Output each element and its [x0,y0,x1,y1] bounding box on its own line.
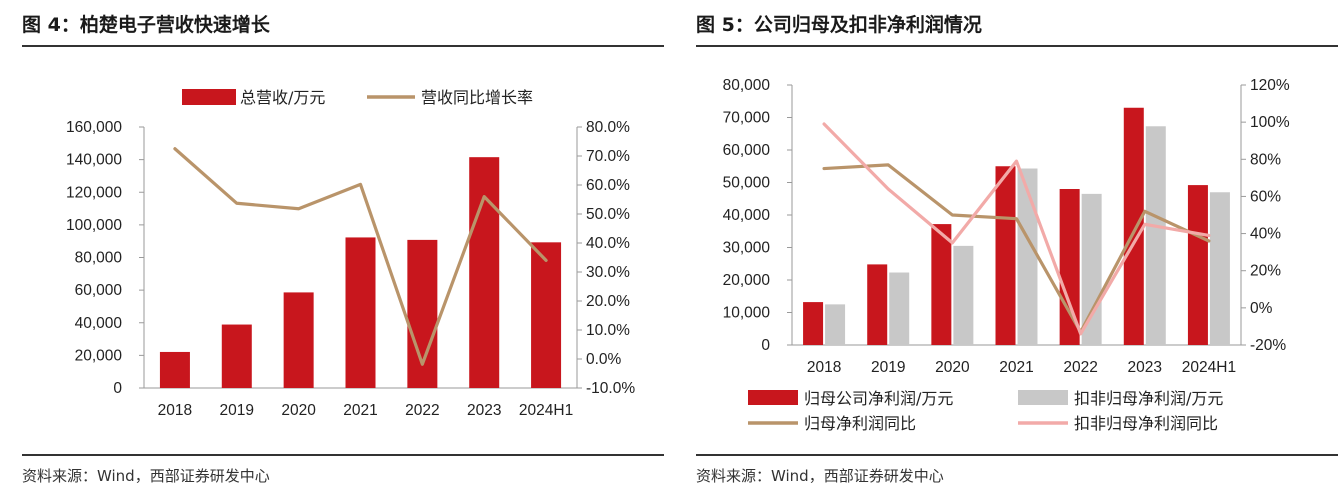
legend-swatch-bar [1018,390,1068,405]
bar-primary [469,157,500,388]
left-axis-tick-label: 30,000 [723,240,771,257]
left-axis-tick-label: 0 [761,337,770,354]
bar-secondary [1145,126,1166,346]
bar-secondary [1017,168,1038,345]
right-axis-tick-label: 20.0% [586,293,630,310]
right-axis-tick-label: 0.0% [586,351,622,368]
left-axis-tick-label: 80,000 [75,250,123,267]
legend-label: 归母净利润同比 [804,414,916,433]
x-axis-category-label: 2022 [1063,359,1097,376]
right-axis-tick-label: 60% [1250,188,1281,205]
figure-4-chart: 0 20,000 40,000 60,000 80,000 100,000 120,000 1… [66,88,635,419]
figure-5-bottom-rule [696,454,1338,456]
figure-5-title: 图 5：公司归母及扣非净利润情况 [696,14,982,36]
right-axis-tick-label: 10.0% [586,322,630,339]
right-axis-tick-label: 0% [1250,300,1273,317]
figure-5-top-rule [696,45,1338,47]
left-axis-tick-label: 40,000 [723,207,771,224]
right-axis-tick-label: 60.0% [586,177,630,194]
figure-5-source: 资料来源：Wind，西部证券研发中心 [696,467,944,485]
x-axis-category-label: 2024H1 [519,402,573,419]
x-axis-category-label: 2023 [1128,359,1162,376]
figure-4-panel: 图 4：柏楚电子营收快速增长 资料来源：Wind，西部证券研发中心 0 20,00… [22,0,664,496]
left-axis-tick-label: 0 [113,380,122,397]
right-axis-tick-label: 80.0% [586,119,630,136]
right-axis-tick-label: 120% [1250,77,1290,94]
left-axis-tick-label: 100,000 [66,217,122,234]
x-axis-category-label: 2020 [935,359,970,376]
figure-4-source: 资料来源：Wind，西部证券研发中心 [22,467,270,485]
bar-primary [531,242,562,388]
legend-label: 营收同比增长率 [421,88,533,107]
x-axis-category-label: 2024H1 [1182,359,1236,376]
bar-primary [283,292,314,388]
x-axis-category-label: 2018 [158,402,192,419]
legend-label: 总营收/万元 [240,88,325,107]
right-axis-tick-label: 70.0% [586,148,630,165]
bar-primary [345,237,376,388]
x-axis-category-label: 2022 [405,402,439,419]
figure-4-bottom-rule [22,454,664,456]
figure-4-top-rule [22,45,664,47]
left-axis-tick-label: 10,000 [723,305,771,322]
right-axis-tick-label: 30.0% [586,264,630,281]
legend-swatch-bar [748,390,798,405]
x-axis-category-label: 2020 [281,402,316,419]
x-axis-category-label: 2023 [467,402,501,419]
left-axis-tick-label: 60,000 [75,282,123,299]
figure-4-title: 图 4：柏楚电子营收快速增长 [22,14,270,36]
bar-secondary [825,304,846,345]
bar-primary [1187,185,1208,345]
right-axis-tick-label: -20% [1250,337,1286,354]
legend-label: 扣非归母净利润/万元 [1074,389,1223,408]
left-axis-tick-label: 40,000 [75,315,123,332]
bar-primary [159,351,190,388]
left-axis-tick-label: 160,000 [66,119,122,136]
right-axis-tick-label: 20% [1250,263,1281,280]
bar-primary [931,224,952,345]
bar-primary [995,166,1016,345]
bar-primary [1123,107,1144,345]
left-axis-tick-label: 20,000 [75,347,123,364]
x-axis-category-label: 2021 [999,359,1033,376]
figure-5-chart: 0 10,000 20,000 30,000 40,000 50,000 60,000 70,… [723,77,1290,433]
right-axis-tick-label: 50.0% [586,206,630,223]
bar-secondary [953,245,974,345]
right-axis-tick-label: 100% [1250,114,1290,131]
bar-secondary [1209,192,1230,345]
left-axis-tick-label: 20,000 [723,272,771,289]
left-axis-tick-label: 140,000 [66,152,122,169]
left-axis-tick-label: 120,000 [66,184,122,201]
right-axis-tick-label: -10.0% [586,380,635,397]
left-axis-tick-label: 60,000 [723,142,771,159]
left-axis-tick-label: 50,000 [723,175,771,192]
x-axis-category-label: 2021 [343,402,377,419]
x-axis-category-label: 2019 [871,359,905,376]
left-axis-tick-label: 70,000 [723,110,771,127]
x-axis-category-label: 2018 [807,359,841,376]
right-axis-tick-label: 40% [1250,226,1281,243]
legend-label: 扣非归母净利润同比 [1074,414,1218,433]
x-axis-category-label: 2019 [220,402,254,419]
left-axis-tick-label: 80,000 [723,77,771,94]
figure-5-panel: 图 5：公司归母及扣非净利润情况 资料来源：Wind，西部证券研发中心 0 10,… [696,0,1338,496]
legend-label: 归母公司净利润/万元 [804,389,953,408]
legend-swatch-bar [182,89,236,105]
right-axis-tick-label: 40.0% [586,235,630,252]
bar-primary [221,324,252,388]
bar-secondary [889,272,910,345]
bar-primary [867,264,888,345]
bar-primary [803,302,824,345]
right-axis-tick-label: 80% [1250,151,1281,168]
